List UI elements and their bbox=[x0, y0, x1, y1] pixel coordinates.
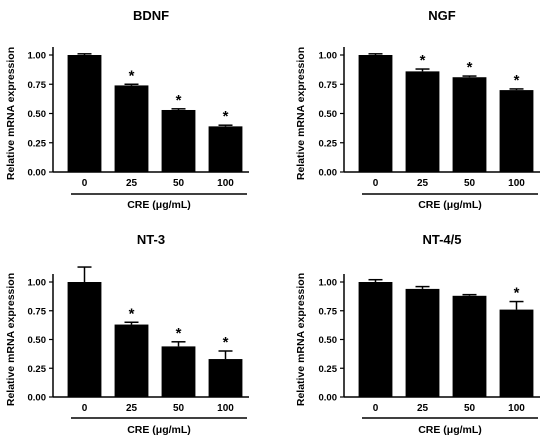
y-tick-label: 0.00 bbox=[319, 168, 338, 179]
y-tick-label: 0.25 bbox=[28, 138, 47, 149]
x-tick-label: 100 bbox=[508, 403, 525, 414]
significance-marker: * bbox=[176, 325, 182, 342]
x-tick-label: 100 bbox=[508, 178, 525, 189]
y-tick-label: 0.50 bbox=[28, 109, 47, 120]
y-tick-label: 0.50 bbox=[319, 109, 338, 120]
significance-marker: * bbox=[223, 334, 229, 351]
y-tick-label: 0.75 bbox=[28, 306, 47, 317]
x-tick-label: 0 bbox=[82, 178, 88, 189]
chart-panel-2: NGF Relative mRNA expression 0.00 0.25 0.50 0… bbox=[295, 8, 540, 211]
x-tick-label: 25 bbox=[417, 403, 429, 414]
chart-title: NGF bbox=[428, 8, 456, 23]
y-tick-label: 0.00 bbox=[28, 168, 47, 179]
x-axis-label: CRE (μg/mL) bbox=[418, 199, 482, 211]
bar bbox=[358, 282, 393, 397]
bar bbox=[161, 109, 196, 172]
y-tick-label: 1.00 bbox=[28, 51, 47, 62]
significance-marker: * bbox=[420, 52, 426, 69]
bar bbox=[208, 359, 243, 397]
bar bbox=[499, 90, 534, 172]
y-axis-label: Relative mRNA expression bbox=[295, 273, 307, 406]
y-tick-label: 1.00 bbox=[28, 278, 47, 289]
x-tick-label: 25 bbox=[126, 403, 138, 414]
x-tick-label: 0 bbox=[82, 403, 88, 414]
bar bbox=[358, 55, 393, 172]
y-tick-label: 1.00 bbox=[319, 51, 338, 62]
bar bbox=[161, 346, 196, 397]
chart-panel-4: NT-4/5 Relative mRNA expression 0.00 0.25 0.… bbox=[295, 232, 540, 436]
significance-marker: * bbox=[467, 59, 473, 76]
y-tick-label: 0.00 bbox=[319, 393, 338, 404]
x-tick-label: 50 bbox=[173, 403, 185, 414]
y-tick-label: 0.50 bbox=[28, 335, 47, 346]
x-tick-label: 100 bbox=[217, 403, 234, 414]
significance-marker: * bbox=[176, 92, 182, 109]
y-tick-label: 0.25 bbox=[319, 364, 338, 375]
chart-title: NT-4/5 bbox=[422, 232, 461, 247]
y-tick-label: 0.00 bbox=[28, 393, 47, 404]
chart-title: NT-3 bbox=[137, 232, 165, 247]
bar bbox=[208, 126, 243, 172]
chart-panel-3: NT-3 Relative mRNA expression 0.00 0.25 0.50… bbox=[5, 232, 249, 436]
y-tick-label: 0.50 bbox=[319, 335, 338, 346]
x-tick-label: 0 bbox=[373, 403, 379, 414]
bar bbox=[67, 55, 102, 172]
bar bbox=[405, 71, 440, 172]
y-tick-label: 0.75 bbox=[319, 80, 338, 91]
significance-marker: * bbox=[129, 305, 135, 322]
significance-marker: * bbox=[514, 72, 520, 89]
x-axis-label: CRE (μg/mL) bbox=[127, 424, 191, 436]
bar bbox=[405, 288, 440, 397]
y-tick-label: 0.75 bbox=[319, 306, 338, 317]
x-tick-label: 0 bbox=[373, 178, 379, 189]
bar bbox=[452, 77, 487, 172]
y-axis-label: Relative mRNA expression bbox=[5, 273, 17, 406]
bar bbox=[114, 324, 149, 397]
bar bbox=[67, 282, 102, 397]
chart-panel-1: BDNF Relative mRNA expression 0.00 0.25 0.50… bbox=[5, 8, 249, 211]
y-tick-label: 0.25 bbox=[319, 138, 338, 149]
y-axis-label: Relative mRNA expression bbox=[5, 47, 17, 180]
x-tick-label: 25 bbox=[126, 178, 138, 189]
y-tick-label: 0.25 bbox=[28, 364, 47, 375]
significance-marker: * bbox=[223, 108, 229, 125]
bar bbox=[452, 295, 487, 397]
x-tick-label: 50 bbox=[173, 178, 185, 189]
significance-marker: * bbox=[129, 67, 135, 84]
chart-title: BDNF bbox=[133, 8, 169, 23]
x-tick-label: 25 bbox=[417, 178, 429, 189]
bar bbox=[499, 309, 534, 397]
x-tick-label: 50 bbox=[464, 178, 476, 189]
y-tick-label: 1.00 bbox=[319, 278, 338, 289]
x-axis-label: CRE (μg/mL) bbox=[127, 199, 191, 211]
x-tick-label: 100 bbox=[217, 178, 234, 189]
x-tick-label: 50 bbox=[464, 403, 476, 414]
x-axis-label: CRE (μg/mL) bbox=[418, 424, 482, 436]
y-axis-label: Relative mRNA expression bbox=[295, 47, 307, 180]
y-tick-label: 0.75 bbox=[28, 80, 47, 91]
significance-marker: * bbox=[514, 285, 520, 302]
bar bbox=[114, 85, 149, 172]
